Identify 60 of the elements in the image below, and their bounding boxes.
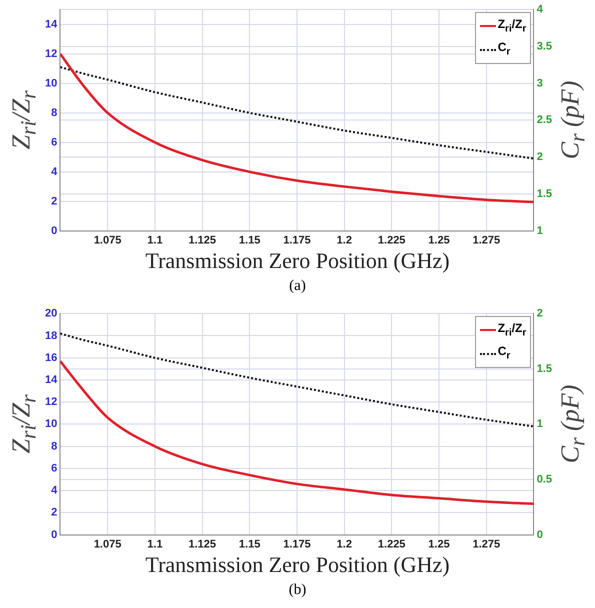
x-tick-label: 1.25 [428,538,450,550]
y-tick-label: 16 [44,352,58,364]
x-tick-label: 1.275 [472,538,500,550]
x-tick-label: 1.125 [188,234,216,246]
y-tick-label: 2 [51,506,58,519]
y-tick-label: 12 [44,48,58,60]
y2-tick-label: 1 [536,224,543,237]
x-axis-title: Transmission Zero Position (GHz) [144,552,451,578]
x-tick-label: 1.125 [188,538,216,550]
y2-tick-label: 0.5 [536,474,552,486]
x-tick-label: 1.15 [238,234,260,246]
y-tick-label: 18 [44,330,58,342]
y-tick-label: 4 [51,484,58,497]
x-tick-label: 1.225 [378,538,406,550]
y2-tick-label: 2 [536,308,543,320]
y-tick-label: 0 [51,528,58,541]
legend-label: C$_{r}$ [498,342,510,364]
y-tick-label: 10 [44,77,58,90]
y-tick-label: 10 [44,418,58,430]
y2-tick-label: 3 [536,77,543,90]
y2-tick-label: 1.5 [536,188,552,200]
text: (a) [288,278,307,295]
y-tick-label: 14 [44,18,58,30]
y-tick-label: 6 [51,462,58,474]
x-tick-label: 1.2 [336,538,352,550]
text: (b) [288,582,308,599]
y2-tick-label: 2 [536,151,543,164]
x-tick-label: 1.175 [283,234,311,246]
y-tick-label: 8 [51,106,58,119]
x-tick-label: 1.1 [147,538,163,550]
y2-tick-label: 3.5 [536,40,552,52]
x-tick-label: 1.1 [147,234,163,246]
x-tick-label: 1.25 [428,234,450,246]
x-tick-label: 1.075 [94,234,122,246]
y-tick-label: 0 [51,224,58,237]
y2-tick-label: 1 [536,418,543,430]
y-tick-label: 8 [51,440,58,452]
y-tick-label: 20 [44,308,58,320]
y-tick-label: 4 [51,166,58,178]
x-tick-label: 1.15 [238,538,260,550]
legend-label: Z$_{ri}$/Z$_{r}$ [498,320,526,340]
y-tick-label: 6 [51,136,58,148]
legend-label: C$_{r}$ [498,38,510,60]
line-series [60,360,534,506]
y2-tick-label: 2.5 [536,114,552,126]
x-tick-label: 1.2 [336,234,352,246]
y-tick-label: 2 [51,195,58,208]
x-axis-title: Transmission Zero Position (GHz) [144,248,451,274]
line-series [60,66,534,160]
legend-label: Z$_{ri}$/Z$_{r}$ [498,16,526,36]
y2-tick-label: 4 [536,4,544,16]
x-tick-label: 1.225 [378,234,406,246]
y-tick-label: 12 [44,396,58,408]
line-series [60,52,534,204]
y2-tick-label: 1.5 [536,362,552,375]
x-tick-label: 1.175 [283,538,311,550]
x-tick-label: 1.275 [472,234,500,246]
y2-tick-label: 0 [536,528,543,541]
y-tick-label: 14 [44,374,58,386]
x-tick-label: 1.075 [94,538,122,550]
